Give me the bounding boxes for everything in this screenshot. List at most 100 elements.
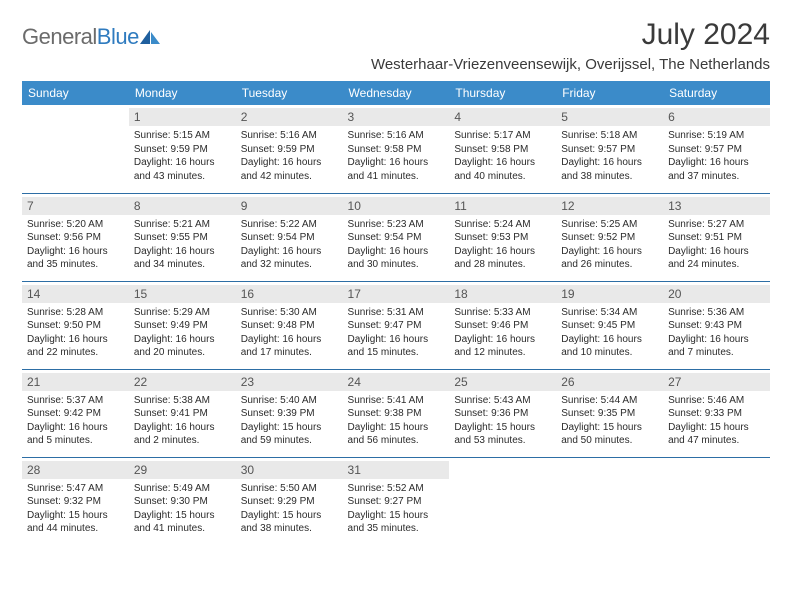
day-number: 9: [236, 197, 343, 215]
daylight-text: Daylight: 16 hours and 43 minutes.: [134, 156, 231, 183]
day-number: 10: [343, 197, 450, 215]
daylight-text: Daylight: 15 hours and 50 minutes.: [561, 421, 658, 448]
day-number: 6: [663, 108, 770, 126]
calendar-day-cell: 1Sunrise: 5:15 AMSunset: 9:59 PMDaylight…: [129, 105, 236, 193]
sunrise-text: Sunrise: 5:16 AM: [241, 129, 338, 143]
sunrise-text: Sunrise: 5:38 AM: [134, 394, 231, 408]
day-number: 26: [556, 373, 663, 391]
calendar-day-cell: 19Sunrise: 5:34 AMSunset: 9:45 PMDayligh…: [556, 281, 663, 369]
calendar-day-cell: 5Sunrise: 5:18 AMSunset: 9:57 PMDaylight…: [556, 105, 663, 193]
sunset-text: Sunset: 9:33 PM: [668, 407, 765, 421]
calendar-day-cell: 24Sunrise: 5:41 AMSunset: 9:38 PMDayligh…: [343, 369, 450, 457]
day-info: Sunrise: 5:47 AMSunset: 9:32 PMDaylight:…: [27, 482, 124, 536]
calendar-day-cell: 31 Sunrise: 5:52 AMSunset: 9:27 PMDayligh…: [343, 457, 450, 545]
calendar-week-row: 1Sunrise: 5:15 AMSunset: 9:59 PMDaylight…: [22, 105, 770, 193]
sunset-text: Sunset: 9:32 PM: [27, 495, 124, 509]
sunrise-text: Sunrise: 5:31 AM: [348, 306, 445, 320]
daylight-text: Daylight: 16 hours and 40 minutes.: [454, 156, 551, 183]
day-info: Sunrise: 5:20 AMSunset: 9:56 PMDaylight:…: [27, 218, 124, 272]
page-header: GeneralBlue July 2024 Westerhaar-Vriezen…: [22, 18, 770, 79]
daylight-text: Daylight: 16 hours and 32 minutes.: [241, 245, 338, 272]
weekday-header: Friday: [556, 81, 663, 105]
day-number: 27: [663, 373, 770, 391]
daylight-text: Daylight: 16 hours and 22 minutes.: [27, 333, 124, 360]
calendar-day-cell: 28Sunrise: 5:47 AMSunset: 9:32 PMDayligh…: [22, 457, 129, 545]
day-number: 30: [236, 461, 343, 479]
weekday-header-row: Sunday Monday Tuesday Wednesday Thursday…: [22, 81, 770, 105]
day-number: 23: [236, 373, 343, 391]
daylight-text: Daylight: 15 hours and 38 minutes.: [241, 509, 338, 536]
calendar-day-cell: [22, 105, 129, 193]
calendar-day-cell: [556, 457, 663, 545]
brand-part2: Blue: [97, 24, 139, 49]
calendar-day-cell: 13Sunrise: 5:27 AMSunset: 9:51 PMDayligh…: [663, 193, 770, 281]
sunset-text: Sunset: 9:59 PM: [241, 143, 338, 157]
sunset-text: Sunset: 9:30 PM: [134, 495, 231, 509]
day-info: Sunrise: 5:52 AMSunset: 9:27 PMDaylight:…: [348, 482, 445, 536]
calendar-day-cell: 30Sunrise: 5:50 AMSunset: 9:29 PMDayligh…: [236, 457, 343, 545]
calendar-day-cell: 14Sunrise: 5:28 AMSunset: 9:50 PMDayligh…: [22, 281, 129, 369]
calendar-day-cell: 16 Sunrise: 5:30 AMSunset: 9:48 PMDayligh…: [236, 281, 343, 369]
calendar-week-row: 28Sunrise: 5:47 AMSunset: 9:32 PMDayligh…: [22, 457, 770, 545]
sunrise-text: Sunrise: 5:29 AM: [134, 306, 231, 320]
sunset-text: Sunset: 9:51 PM: [668, 231, 765, 245]
location-text: Westerhaar-Vriezenveensewijk, Overijssel…: [371, 56, 770, 73]
calendar-week-row: 7 Sunrise: 5:20 AMSunset: 9:56 PMDaylight…: [22, 193, 770, 281]
day-number: 24: [343, 373, 450, 391]
day-number: 31: [343, 461, 450, 479]
calendar-day-cell: 27Sunrise: 5:46 AMSunset: 9:33 PMDayligh…: [663, 369, 770, 457]
sunrise-text: Sunrise: 5:41 AM: [348, 394, 445, 408]
day-number: 21: [22, 373, 129, 391]
day-number: 17: [343, 285, 450, 303]
day-number: 29: [129, 461, 236, 479]
daylight-text: Daylight: 16 hours and 7 minutes.: [668, 333, 765, 360]
daylight-text: Daylight: 16 hours and 17 minutes.: [241, 333, 338, 360]
daylight-text: Daylight: 16 hours and 24 minutes.: [668, 245, 765, 272]
sunrise-text: Sunrise: 5:47 AM: [27, 482, 124, 496]
day-info: Sunrise: 5:22 AMSunset: 9:54 PMDaylight:…: [241, 218, 338, 272]
day-number: 7: [22, 197, 129, 215]
calendar-day-cell: 23 Sunrise: 5:40 AMSunset: 9:39 PMDayligh…: [236, 369, 343, 457]
sunrise-text: Sunrise: 5:44 AM: [561, 394, 658, 408]
day-number: 20: [663, 285, 770, 303]
daylight-text: Daylight: 16 hours and 35 minutes.: [27, 245, 124, 272]
day-info: Sunrise: 5:30 AMSunset: 9:48 PMDaylight:…: [241, 306, 338, 360]
sunrise-text: Sunrise: 5:36 AM: [668, 306, 765, 320]
day-number: 5: [556, 108, 663, 126]
sunset-text: Sunset: 9:38 PM: [348, 407, 445, 421]
sunrise-text: Sunrise: 5:43 AM: [454, 394, 551, 408]
day-info: Sunrise: 5:40 AMSunset: 9:39 PMDaylight:…: [241, 394, 338, 448]
sunset-text: Sunset: 9:46 PM: [454, 319, 551, 333]
day-info: Sunrise: 5:16 AMSunset: 9:59 PMDaylight:…: [241, 129, 338, 183]
day-info: Sunrise: 5:21 AMSunset: 9:55 PMDaylight:…: [134, 218, 231, 272]
day-number: 25: [449, 373, 556, 391]
sunrise-text: Sunrise: 5:46 AM: [668, 394, 765, 408]
calendar-day-cell: 26Sunrise: 5:44 AMSunset: 9:35 PMDayligh…: [556, 369, 663, 457]
day-number: 3: [343, 108, 450, 126]
sunrise-text: Sunrise: 5:49 AM: [134, 482, 231, 496]
sunset-text: Sunset: 9:53 PM: [454, 231, 551, 245]
weekday-header: Monday: [129, 81, 236, 105]
sunrise-text: Sunrise: 5:34 AM: [561, 306, 658, 320]
sunrise-text: Sunrise: 5:40 AM: [241, 394, 338, 408]
sunrise-text: Sunrise: 5:17 AM: [454, 129, 551, 143]
day-info: Sunrise: 5:23 AMSunset: 9:54 PMDaylight:…: [348, 218, 445, 272]
day-number: 2: [236, 108, 343, 126]
day-number: 18: [449, 285, 556, 303]
sunrise-text: Sunrise: 5:50 AM: [241, 482, 338, 496]
calendar-day-cell: 29Sunrise: 5:49 AMSunset: 9:30 PMDayligh…: [129, 457, 236, 545]
calendar-day-cell: 22Sunrise: 5:38 AMSunset: 9:41 PMDayligh…: [129, 369, 236, 457]
sunset-text: Sunset: 9:47 PM: [348, 319, 445, 333]
sunset-text: Sunset: 9:54 PM: [241, 231, 338, 245]
day-number: 1: [129, 108, 236, 126]
sunrise-text: Sunrise: 5:28 AM: [27, 306, 124, 320]
sunrise-text: Sunrise: 5:24 AM: [454, 218, 551, 232]
day-number: 13: [663, 197, 770, 215]
day-number: 16: [236, 285, 343, 303]
calendar-day-cell: 3Sunrise: 5:16 AMSunset: 9:58 PMDaylight…: [343, 105, 450, 193]
calendar-page: GeneralBlue July 2024 Westerhaar-Vriezen…: [0, 0, 792, 555]
day-info: Sunrise: 5:34 AMSunset: 9:45 PMDaylight:…: [561, 306, 658, 360]
calendar-week-row: 21Sunrise: 5:37 AMSunset: 9:42 PMDayligh…: [22, 369, 770, 457]
sunrise-text: Sunrise: 5:20 AM: [27, 218, 124, 232]
calendar-day-cell: [449, 457, 556, 545]
